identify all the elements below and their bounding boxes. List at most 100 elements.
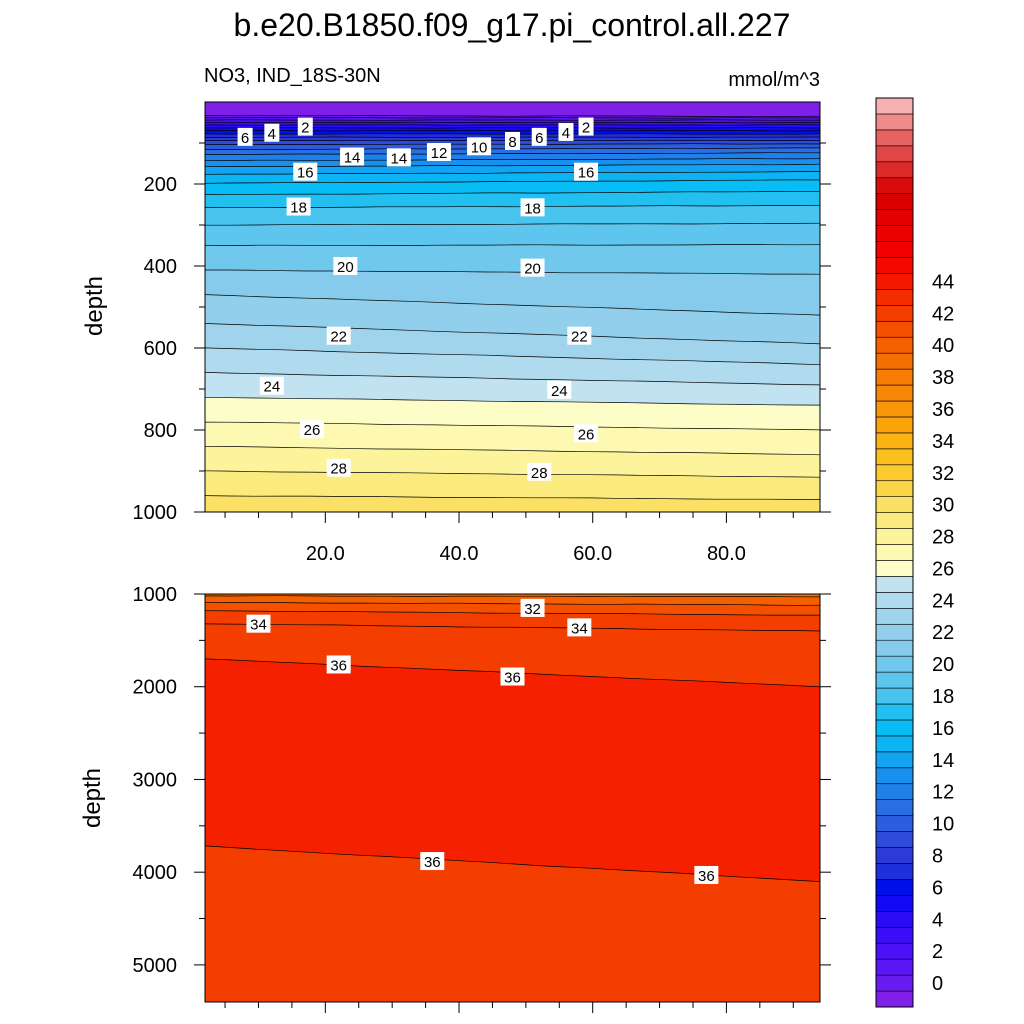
contour-label-text: 36 [504,670,521,687]
contour-label-box [520,258,545,277]
contour-label-box [426,143,451,162]
colorbar-box [875,320,914,338]
contour-label-box [340,147,365,166]
contour-label: 4 [264,123,280,143]
contour-label-box [527,462,552,481]
contour-label-text: 24 [264,379,281,396]
colorbar-box [875,895,914,912]
contour-label-box [505,131,520,150]
contour-label: 28 [326,458,351,478]
y-tick-label: 600 [144,338,177,360]
colorbar-box [875,990,914,1008]
colorbar-label: 42 [932,303,954,325]
colorbar-label: 0 [932,973,943,995]
contour-label-text: 8 [508,134,516,151]
contour-line-20 [205,244,820,247]
contour-line-0 [205,115,820,117]
colorbar-box [875,719,914,737]
colorbar-box [875,336,914,354]
contour-label-text: 12 [431,145,448,162]
contour-label: 24 [259,376,284,396]
y-tick-label: 1000 [133,584,178,606]
colorbar-box [875,273,914,290]
contour-line-23 [205,323,820,345]
contour-line-33 [205,610,820,616]
contour-label-box [531,127,547,146]
colorbar-box [875,926,914,944]
y-tick-label: 2000 [133,677,178,699]
colorbar-box [875,687,914,705]
y-tick-label: 4000 [133,862,178,884]
colorbar-label: 10 [932,814,954,836]
contour-band-36 [205,845,820,1002]
contour-label-text: 18 [290,200,307,217]
colorbar-box [875,847,914,864]
colorbar-label: 34 [932,431,954,453]
colorbar-box [875,193,914,210]
colorbar-label: 8 [932,846,943,868]
colorbar-label: 20 [932,654,954,676]
contour-label-text: 14 [391,150,408,167]
contour-label-box [286,197,311,216]
contour-label-box [567,326,592,345]
contour-label: 14 [386,148,411,167]
contour-line-28 [205,445,820,456]
contour-label-box [299,420,324,439]
colorbar-box [875,416,914,434]
contour-line-24 [205,347,820,366]
contour-label-text: 6 [241,130,249,147]
colorbar-box [875,97,914,115]
contour-label: 36 [694,865,719,885]
x-tick-label: 40.0 [440,543,479,565]
y-tick-label: 400 [144,256,177,278]
contour-line-30 [205,495,820,500]
contour-line-29 [205,470,820,478]
contour-label-text: 14 [344,150,361,167]
contour-label-box [246,614,271,633]
contour-label-box [237,127,253,146]
colorbar-box [875,225,914,242]
colorbar-box [875,129,914,147]
colorbar-box [875,289,914,306]
contour-label-box [386,148,411,167]
units-subtitle: mmol/m^3 [728,69,820,91]
colorbar-box [875,942,914,960]
contour-label: 16 [574,162,599,182]
contour-label-text: 28 [330,461,347,478]
colorbar-box [875,911,914,928]
colorbar-box [875,608,914,625]
contour-line-21 [205,269,820,275]
contour-line-16 [205,179,820,184]
colorbar-box [875,751,914,769]
colorbar-label: 12 [932,782,954,804]
colorbar-box [875,528,914,545]
colorbar-frame [875,97,914,1008]
contour-label-text: 20 [337,259,354,276]
contour-label-box [520,598,545,617]
contour-label-box [574,162,599,181]
contour-label: 20 [333,257,358,276]
left-subtitle: NO3, IND_18S-30N [204,65,381,87]
contour-line-25 [205,372,820,386]
contour-label-text: 2 [301,120,309,137]
figure-title: b.e20.B1850.f09_g17.pi_control.all.227 [234,7,791,43]
contour-line-34 [205,623,820,632]
contour-label-box [326,326,351,345]
contour-label-box [293,162,318,181]
colorbar-box [875,448,914,466]
colorbar-box [875,241,914,258]
colorbar-box [875,671,914,689]
lower-y-axis-label: depth [79,768,106,828]
contour-label: 36 [420,852,445,871]
colorbar-label: 16 [932,718,954,740]
contour-label: 14 [340,147,365,167]
colorbar-label: 14 [932,750,954,772]
colorbar-box [875,958,914,976]
contour-label-text: 4 [268,126,276,143]
upper-y-axis-label: depth [81,276,108,336]
colorbar-label: 2 [932,941,943,963]
contour-label: 32 [520,598,545,618]
contour-label-box [578,117,594,136]
contour-label: 22 [326,326,351,346]
